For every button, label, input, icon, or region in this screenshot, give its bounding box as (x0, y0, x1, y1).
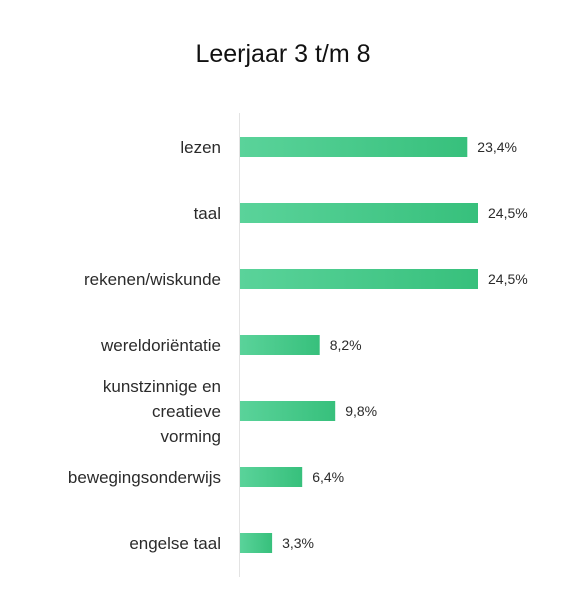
bar (240, 467, 303, 487)
category-label: rekenen/wiskunde (84, 270, 221, 289)
bar-value-label: 9,8% (345, 403, 377, 419)
category-label-line: rekenen/wiskunde (84, 270, 221, 289)
chart-title: Leerjaar 3 t/m 8 (195, 40, 370, 68)
category-label-line: creatieve (152, 402, 221, 421)
bar (240, 137, 468, 157)
bar-value-label: 3,3% (282, 535, 314, 551)
category-label-line: kunstzinnige en (103, 377, 221, 396)
category-label-line: vorming (161, 427, 221, 446)
category-label: taal (194, 204, 221, 223)
bar (240, 335, 320, 355)
bar-value-label: 24,5% (488, 271, 528, 287)
category-label-line: taal (194, 204, 221, 223)
bar-value-label: 24,5% (488, 205, 528, 221)
bar-value-label: 6,4% (312, 469, 344, 485)
category-label-line: engelse taal (129, 534, 221, 553)
category-label-line: bewegingsonderwijs (68, 468, 221, 487)
category-label: bewegingsonderwijs (68, 468, 221, 487)
category-label: lezen (180, 138, 221, 157)
bar (240, 401, 336, 421)
bar-value-label: 8,2% (330, 337, 362, 353)
bar (240, 269, 478, 289)
bar (240, 203, 478, 223)
category-label: kunstzinnige en creatieve vorming (103, 377, 221, 446)
bar (240, 533, 273, 553)
bar-value-label: 23,4% (477, 139, 517, 155)
category-label: engelse taal (129, 534, 221, 553)
category-label-line: wereldoriëntatie (100, 336, 221, 355)
bars-layer: 23,4% lezen 24,5% taal 24,5% rekenen/wiskunde… (68, 137, 528, 553)
category-label-line: lezen (180, 138, 221, 157)
category-label: wereldoriëntatie (100, 336, 221, 355)
